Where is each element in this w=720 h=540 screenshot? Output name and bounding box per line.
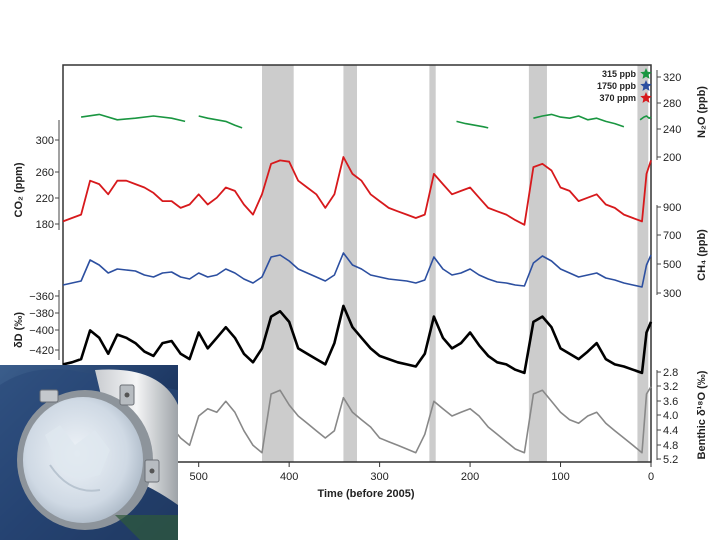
- x-axis-label: Time (before 2005): [317, 488, 414, 500]
- interglacial-band-4: [637, 65, 649, 462]
- plot-frame: [62, 64, 652, 463]
- d18o-tick-label-6: 5.2: [663, 454, 678, 466]
- legend-star-1: [640, 80, 652, 91]
- dD-axis-title: δD (‰): [13, 312, 25, 348]
- co2-axis-title: CO₂ (ppm): [13, 162, 25, 217]
- x-tick-label-1: 400: [280, 471, 298, 483]
- co2-tick-label-0: 300: [36, 135, 54, 147]
- dD-tick-label-1: −380: [29, 308, 54, 320]
- x-tick-label-5: 0: [648, 471, 654, 483]
- n2o-tick-label-0: 320: [663, 72, 681, 84]
- x-tick-label-3: 200: [461, 471, 479, 483]
- interglacial-band-2: [429, 65, 436, 462]
- interglacial-bands: [262, 65, 649, 462]
- co2-tick-label-1: 260: [36, 167, 54, 179]
- legend: 315 ppb 1750 ppb 370 ppm: [597, 68, 652, 103]
- series-dD-line-0: [62, 304, 653, 375]
- d18o-tick-label-1: 3.2: [663, 381, 678, 393]
- ice-core-photo: [0, 365, 178, 540]
- d18o-tick-label-3: 4.0: [663, 410, 678, 422]
- co2-tick-label-3: 180: [36, 219, 54, 231]
- n2o-tick-label-3: 200: [663, 152, 681, 164]
- dD-tick-label-2: −400: [29, 325, 54, 337]
- ch4-tick-label-3: 300: [663, 288, 681, 300]
- co2-tick-label-2: 220: [36, 193, 54, 205]
- n2o-tick-label-2: 240: [663, 124, 681, 136]
- dD-tick-label-0: −360: [29, 291, 54, 303]
- d18o-tick-label-4: 4.4: [663, 425, 678, 437]
- legend-label-0: 315 ppb: [602, 69, 637, 79]
- d18o-tick-label-5: 4.8: [663, 440, 678, 452]
- interglacial-band-0: [262, 65, 294, 462]
- n2o-tick-label-1: 280: [663, 98, 681, 110]
- x-tick-label-4: 100: [551, 471, 569, 483]
- series-n2o-line-2: [456, 120, 489, 129]
- dD-tick-label-3: −420: [29, 345, 54, 357]
- x-tick-label-0: 500: [190, 471, 208, 483]
- ch4-tick-label-0: 900: [663, 202, 681, 214]
- series-n2o-line-0: [80, 113, 186, 123]
- ch4-tick-label-1: 700: [663, 230, 681, 242]
- d18o-axis-title: Benthic δ¹⁸O (‰): [696, 370, 708, 459]
- ch4-axis-title: CH₄ (ppb): [696, 229, 708, 281]
- d18o-tick-label-2: 3.6: [663, 396, 678, 408]
- series-n2o-line-1: [198, 115, 243, 129]
- series-ch4-line-0: [62, 252, 652, 288]
- series-n2o-line-4: [639, 115, 652, 121]
- legend-star-0: [640, 68, 652, 79]
- axes: 300 260 220 180 CO₂ (ppm) −360 −380 −400 −420 δD …: [13, 70, 708, 483]
- ch4-tick-label-2: 500: [663, 259, 681, 271]
- n2o-axis-title: N₂O (ppb): [696, 86, 708, 138]
- x-tick-label-2: 300: [370, 471, 388, 483]
- series-co2-line-0: [62, 156, 652, 226]
- legend-label-1: 1750 ppb: [597, 81, 637, 91]
- legend-label-2: 370 ppm: [599, 93, 636, 103]
- series-n2o-line-3: [533, 113, 625, 128]
- ice-core-image: [0, 365, 178, 540]
- d18o-tick-label-0: 2.8: [663, 367, 678, 379]
- legend-star-2: [640, 92, 652, 103]
